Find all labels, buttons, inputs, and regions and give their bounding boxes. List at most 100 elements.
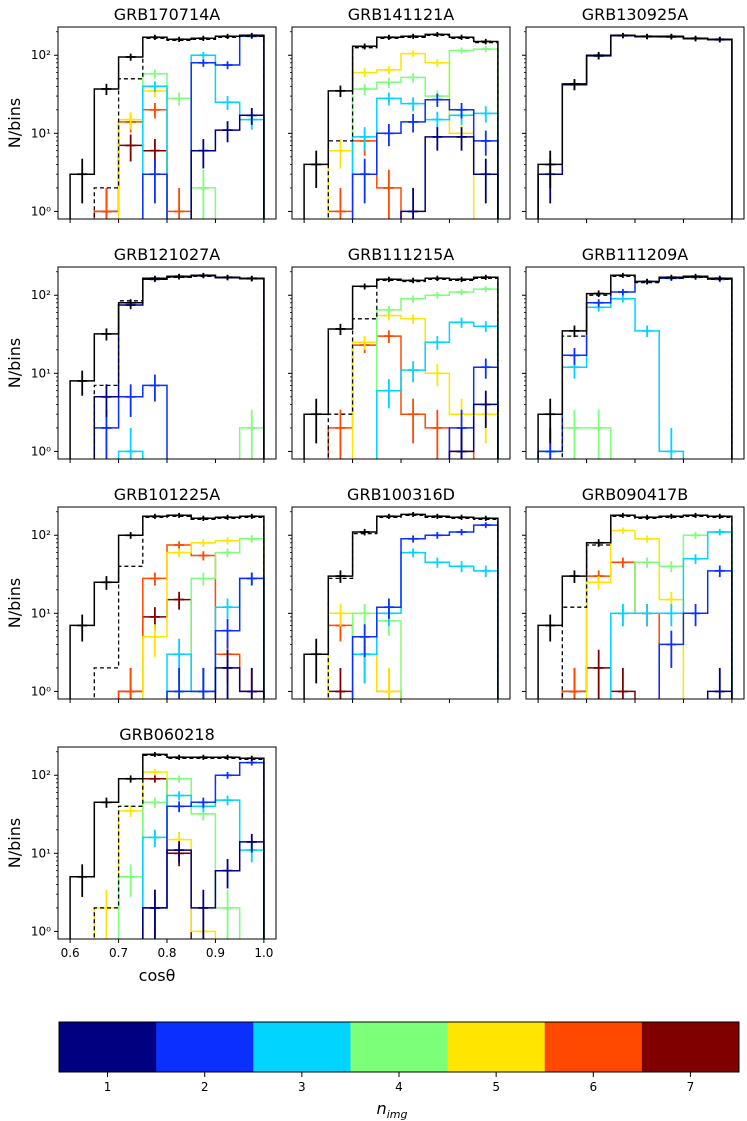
panel-GRB060218: GRB060218 10⁰ 10¹ 10² N/bins 0.6 0.7 0.8 0.9 1.0 c… bbox=[5, 725, 277, 985]
y-tick-label: 10² bbox=[31, 288, 51, 302]
series-n2-line bbox=[448, 366, 499, 459]
colorbar-tick-label: 6 bbox=[589, 1080, 597, 1094]
panel-title: GRB170714A bbox=[114, 5, 221, 24]
x-axis-label: cosθ bbox=[139, 966, 176, 985]
y-tick-label: 10² bbox=[31, 48, 51, 62]
series-n4-line bbox=[610, 531, 733, 699]
y-axis-label: N/bins bbox=[5, 818, 24, 868]
series-n6-line bbox=[327, 335, 475, 459]
series-n3-line bbox=[376, 321, 499, 459]
plot-area bbox=[69, 751, 265, 939]
x-tick-label: 1.0 bbox=[254, 946, 273, 960]
panel-title: GRB060218 bbox=[119, 725, 215, 744]
panel-GRB101225A: GRB101225A 10⁰ 10¹ 10² N/bins bbox=[5, 485, 277, 703]
y-axis-label: N/bins bbox=[5, 338, 24, 388]
colorbar-label-sub: img bbox=[387, 1108, 408, 1121]
series-n1-line bbox=[214, 667, 265, 699]
plot-area bbox=[303, 511, 499, 699]
panel-GRB130925A: GRB130925A bbox=[522, 5, 745, 223]
panel-title: GRB101225A bbox=[114, 485, 221, 504]
panel-title: GRB100316D bbox=[347, 485, 455, 504]
panel-title: GRB121027A bbox=[114, 245, 221, 264]
colorbar-segment-3 bbox=[253, 1022, 351, 1072]
series-n1-line bbox=[190, 114, 265, 219]
total-dashed-line bbox=[327, 277, 499, 459]
series-n3-line bbox=[610, 531, 733, 699]
series-n4-line bbox=[351, 612, 402, 699]
colorbar-frame bbox=[58, 1021, 740, 1073]
total-line bbox=[69, 514, 265, 699]
panel-GRB141121A: GRB141121A bbox=[288, 5, 511, 223]
series-n4-line bbox=[537, 427, 612, 459]
y-tick-label: 10¹ bbox=[31, 126, 51, 140]
series-n6-line bbox=[327, 140, 402, 219]
panels-group: GRB170714A 10⁰ 10¹ 10² N/bins GRB141121A GRB13… bbox=[5, 5, 745, 985]
series-n2-line bbox=[142, 761, 265, 939]
colorbar-label-main: n bbox=[377, 1099, 387, 1118]
plot-area bbox=[537, 272, 733, 459]
colorbar-segment-7 bbox=[641, 1022, 740, 1072]
panel-title: GRB111215A bbox=[348, 245, 455, 264]
total-line bbox=[69, 274, 265, 459]
total-line bbox=[537, 514, 733, 699]
y-axis-label: N/bins bbox=[5, 98, 24, 148]
panel-GRB090417B: GRB090417B bbox=[522, 485, 745, 703]
series-n2-line bbox=[658, 570, 733, 699]
colorbar-tick-label: 5 bbox=[492, 1080, 500, 1094]
series-n3-line bbox=[142, 54, 265, 219]
colorbar-segment-4 bbox=[350, 1022, 449, 1072]
series-n1-line bbox=[400, 136, 499, 219]
series-n4-line bbox=[166, 538, 265, 699]
total-line bbox=[537, 274, 733, 459]
total-line bbox=[537, 34, 733, 219]
x-tick-label: 0.9 bbox=[206, 946, 225, 960]
y-tick-label: 10⁰ bbox=[31, 204, 51, 218]
panel-GRB111209A: GRB111209A bbox=[522, 245, 745, 463]
series-n2-line bbox=[142, 35, 265, 219]
colorbar-segment-2 bbox=[156, 1022, 254, 1072]
plot-area bbox=[537, 32, 733, 219]
series-n1-line bbox=[537, 34, 733, 219]
y-tick-label: 10¹ bbox=[31, 606, 51, 620]
colorbar-segment-6 bbox=[544, 1022, 643, 1072]
y-tick-label: 10² bbox=[31, 768, 51, 782]
y-tick-label: 10⁰ bbox=[31, 444, 51, 458]
total-line bbox=[303, 33, 499, 219]
colorbar-tick-label: 7 bbox=[687, 1080, 695, 1094]
y-tick-label: 10⁰ bbox=[31, 924, 51, 938]
plot-area bbox=[69, 512, 265, 699]
panel-GRB111215A: GRB111215A bbox=[288, 245, 511, 463]
total-line bbox=[69, 34, 265, 219]
panel-title: GRB141121A bbox=[348, 5, 455, 24]
colorbar-tick-label: 2 bbox=[201, 1080, 209, 1094]
plot-area bbox=[303, 31, 499, 219]
plot-area bbox=[537, 512, 733, 699]
axes-frame bbox=[525, 26, 745, 220]
axes-frame bbox=[525, 266, 745, 460]
x-tick-label: 0.8 bbox=[157, 946, 176, 960]
panel-GRB121027A: GRB121027A 10⁰ 10¹ 10² N/bins bbox=[5, 245, 277, 463]
panel-GRB100316D: GRB100316D bbox=[288, 485, 511, 703]
y-axis-label: N/bins bbox=[5, 578, 24, 628]
colorbar: 1 2 3 4 5 6 7 bbox=[58, 1021, 740, 1094]
colorbar-segment-1 bbox=[59, 1022, 157, 1072]
y-tick-label: 10⁰ bbox=[31, 684, 51, 698]
y-tick-label: 10¹ bbox=[31, 366, 51, 380]
colorbar-tick-label: 1 bbox=[104, 1080, 112, 1094]
x-tick-label: 0.6 bbox=[61, 946, 80, 960]
x-tick-label: 0.7 bbox=[109, 946, 128, 960]
series-n7-line bbox=[561, 667, 636, 699]
y-tick-label: 10² bbox=[31, 528, 51, 542]
total-line bbox=[303, 513, 499, 699]
series-n3-line bbox=[142, 794, 265, 939]
colorbar-segment-5 bbox=[447, 1022, 546, 1072]
y-tick-label: 10¹ bbox=[31, 846, 51, 860]
colorbar-tick-label: 3 bbox=[298, 1080, 306, 1094]
plot-area bbox=[69, 32, 265, 219]
colorbar-tick-label: 4 bbox=[395, 1080, 403, 1094]
plot-area bbox=[69, 272, 265, 459]
plot-area bbox=[303, 274, 499, 459]
series-n1-line bbox=[142, 841, 265, 939]
colorbar-label: nimg bbox=[377, 1099, 408, 1121]
